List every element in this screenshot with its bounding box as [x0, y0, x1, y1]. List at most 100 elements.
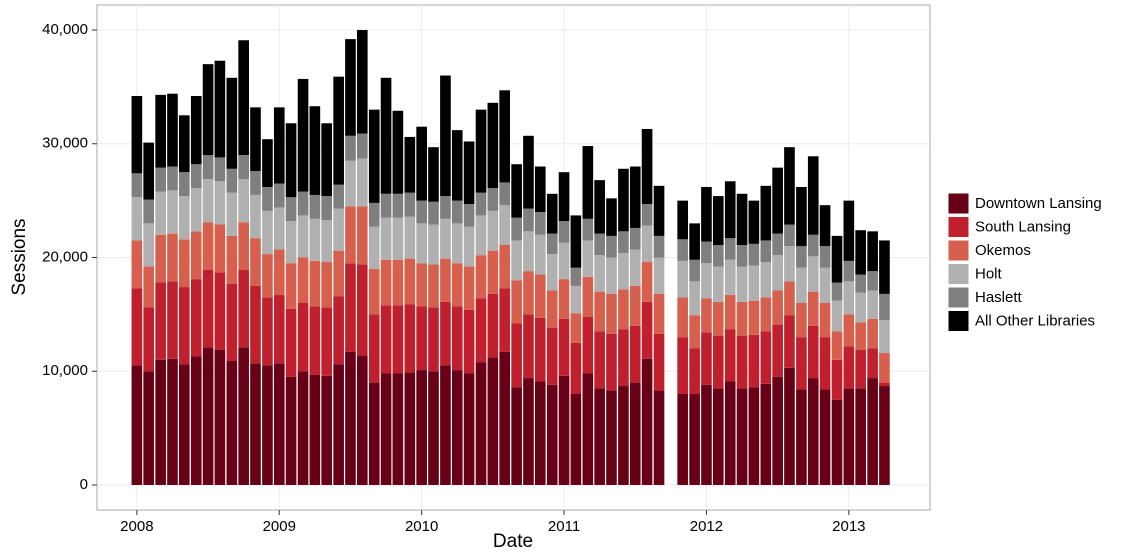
bar-segment — [297, 215, 309, 258]
bar-segment — [368, 202, 380, 227]
bar-segment — [333, 296, 344, 365]
bar-segment — [238, 40, 249, 156]
bar-segment — [380, 217, 392, 260]
bar-segment — [867, 378, 878, 485]
bar-segment — [772, 167, 783, 234]
bar-segment — [618, 252, 629, 290]
bar-segment — [712, 388, 724, 485]
bar-segment — [641, 204, 653, 226]
bar-segment — [155, 359, 166, 485]
bar-segment — [511, 387, 522, 485]
bar-segment — [855, 292, 866, 323]
bar-segment — [202, 347, 214, 485]
bar-segment — [582, 373, 594, 485]
bar-segment — [748, 265, 760, 301]
legend-swatch — [947, 286, 970, 309]
bar-segment — [214, 349, 226, 485]
bar-segment — [784, 224, 795, 247]
bar-segment — [143, 371, 155, 485]
bar-segment — [167, 358, 178, 485]
bar-segment — [178, 115, 190, 173]
bar-segment — [250, 171, 261, 195]
bar-segment — [178, 239, 190, 288]
bar-segment — [606, 198, 617, 236]
bar-segment — [843, 388, 855, 485]
bar-segment — [523, 271, 534, 315]
legend: Downtown Lansing South Lansing Okemos Holt H… — [947, 192, 1102, 332]
bar-segment — [214, 181, 226, 225]
bar-segment — [167, 281, 178, 359]
bar-segment — [879, 353, 890, 383]
bar-segment — [677, 337, 688, 394]
bar-segment — [321, 196, 332, 220]
bar-segment — [178, 364, 190, 485]
bar-segment — [843, 314, 855, 347]
bar-segment — [558, 172, 570, 222]
bar-segment — [748, 300, 760, 335]
bar-segment — [392, 193, 404, 218]
bar-segment — [321, 307, 332, 376]
bar-segment — [451, 223, 463, 264]
bar-segment — [629, 249, 641, 286]
bar-segment — [701, 186, 712, 242]
bar-segment — [629, 382, 641, 485]
bar-segment — [428, 201, 439, 225]
x-tick-label: 2011 — [548, 518, 580, 535]
bar-segment — [333, 250, 344, 297]
bar-segment — [701, 298, 712, 333]
bar-segment — [879, 293, 890, 321]
y-tick-label: 0 — [80, 476, 88, 493]
legend-swatch — [947, 310, 970, 332]
bar-segment — [404, 372, 416, 485]
bar-segment — [807, 156, 819, 235]
bar-segment — [238, 347, 249, 485]
bar-segment — [618, 231, 629, 253]
bar-segment — [582, 276, 594, 317]
bar-segment — [760, 383, 772, 485]
bar-segment — [262, 139, 273, 187]
bar-segment — [629, 325, 641, 383]
bar-segment — [641, 358, 653, 485]
bar-segment — [428, 147, 439, 202]
bar-segment — [451, 130, 463, 201]
bar-segment — [214, 224, 226, 273]
bar-segment — [190, 95, 202, 165]
bar-segment — [167, 190, 178, 234]
bar-segment — [831, 359, 843, 400]
bar-segment — [178, 172, 190, 197]
bar-segment — [404, 258, 416, 305]
bar-segment — [724, 238, 736, 260]
bar-segment — [273, 295, 285, 364]
bar-segment — [618, 289, 629, 330]
bar-segment — [202, 64, 214, 156]
bar-segment — [511, 323, 522, 388]
bar-segment — [796, 389, 807, 485]
bar-segment — [202, 270, 214, 348]
bar-segment — [475, 362, 487, 485]
bar-segment — [440, 75, 451, 197]
bar-segment — [368, 382, 380, 485]
bar-segment — [440, 258, 451, 302]
bar-segment — [380, 259, 392, 306]
bar-segment — [784, 315, 795, 368]
bar-segment — [345, 160, 356, 207]
bar-segment — [736, 335, 748, 389]
bar-segment — [487, 357, 499, 485]
bar-segment — [760, 297, 772, 332]
bar-segment — [297, 302, 309, 372]
bar-segment — [712, 266, 724, 302]
bar-segment — [570, 267, 582, 286]
bar-segment — [250, 107, 261, 172]
bar-segment — [404, 304, 416, 373]
bar-segment — [653, 185, 665, 236]
bar-segment — [155, 167, 166, 192]
bar-segment — [238, 222, 249, 271]
bar-segment — [416, 126, 427, 201]
bar-segment — [321, 219, 332, 263]
bar-segment — [428, 307, 439, 372]
bar-segment — [843, 200, 855, 261]
bar-segment — [475, 109, 487, 193]
bar-segment — [558, 279, 570, 319]
bar-segment — [392, 110, 404, 194]
